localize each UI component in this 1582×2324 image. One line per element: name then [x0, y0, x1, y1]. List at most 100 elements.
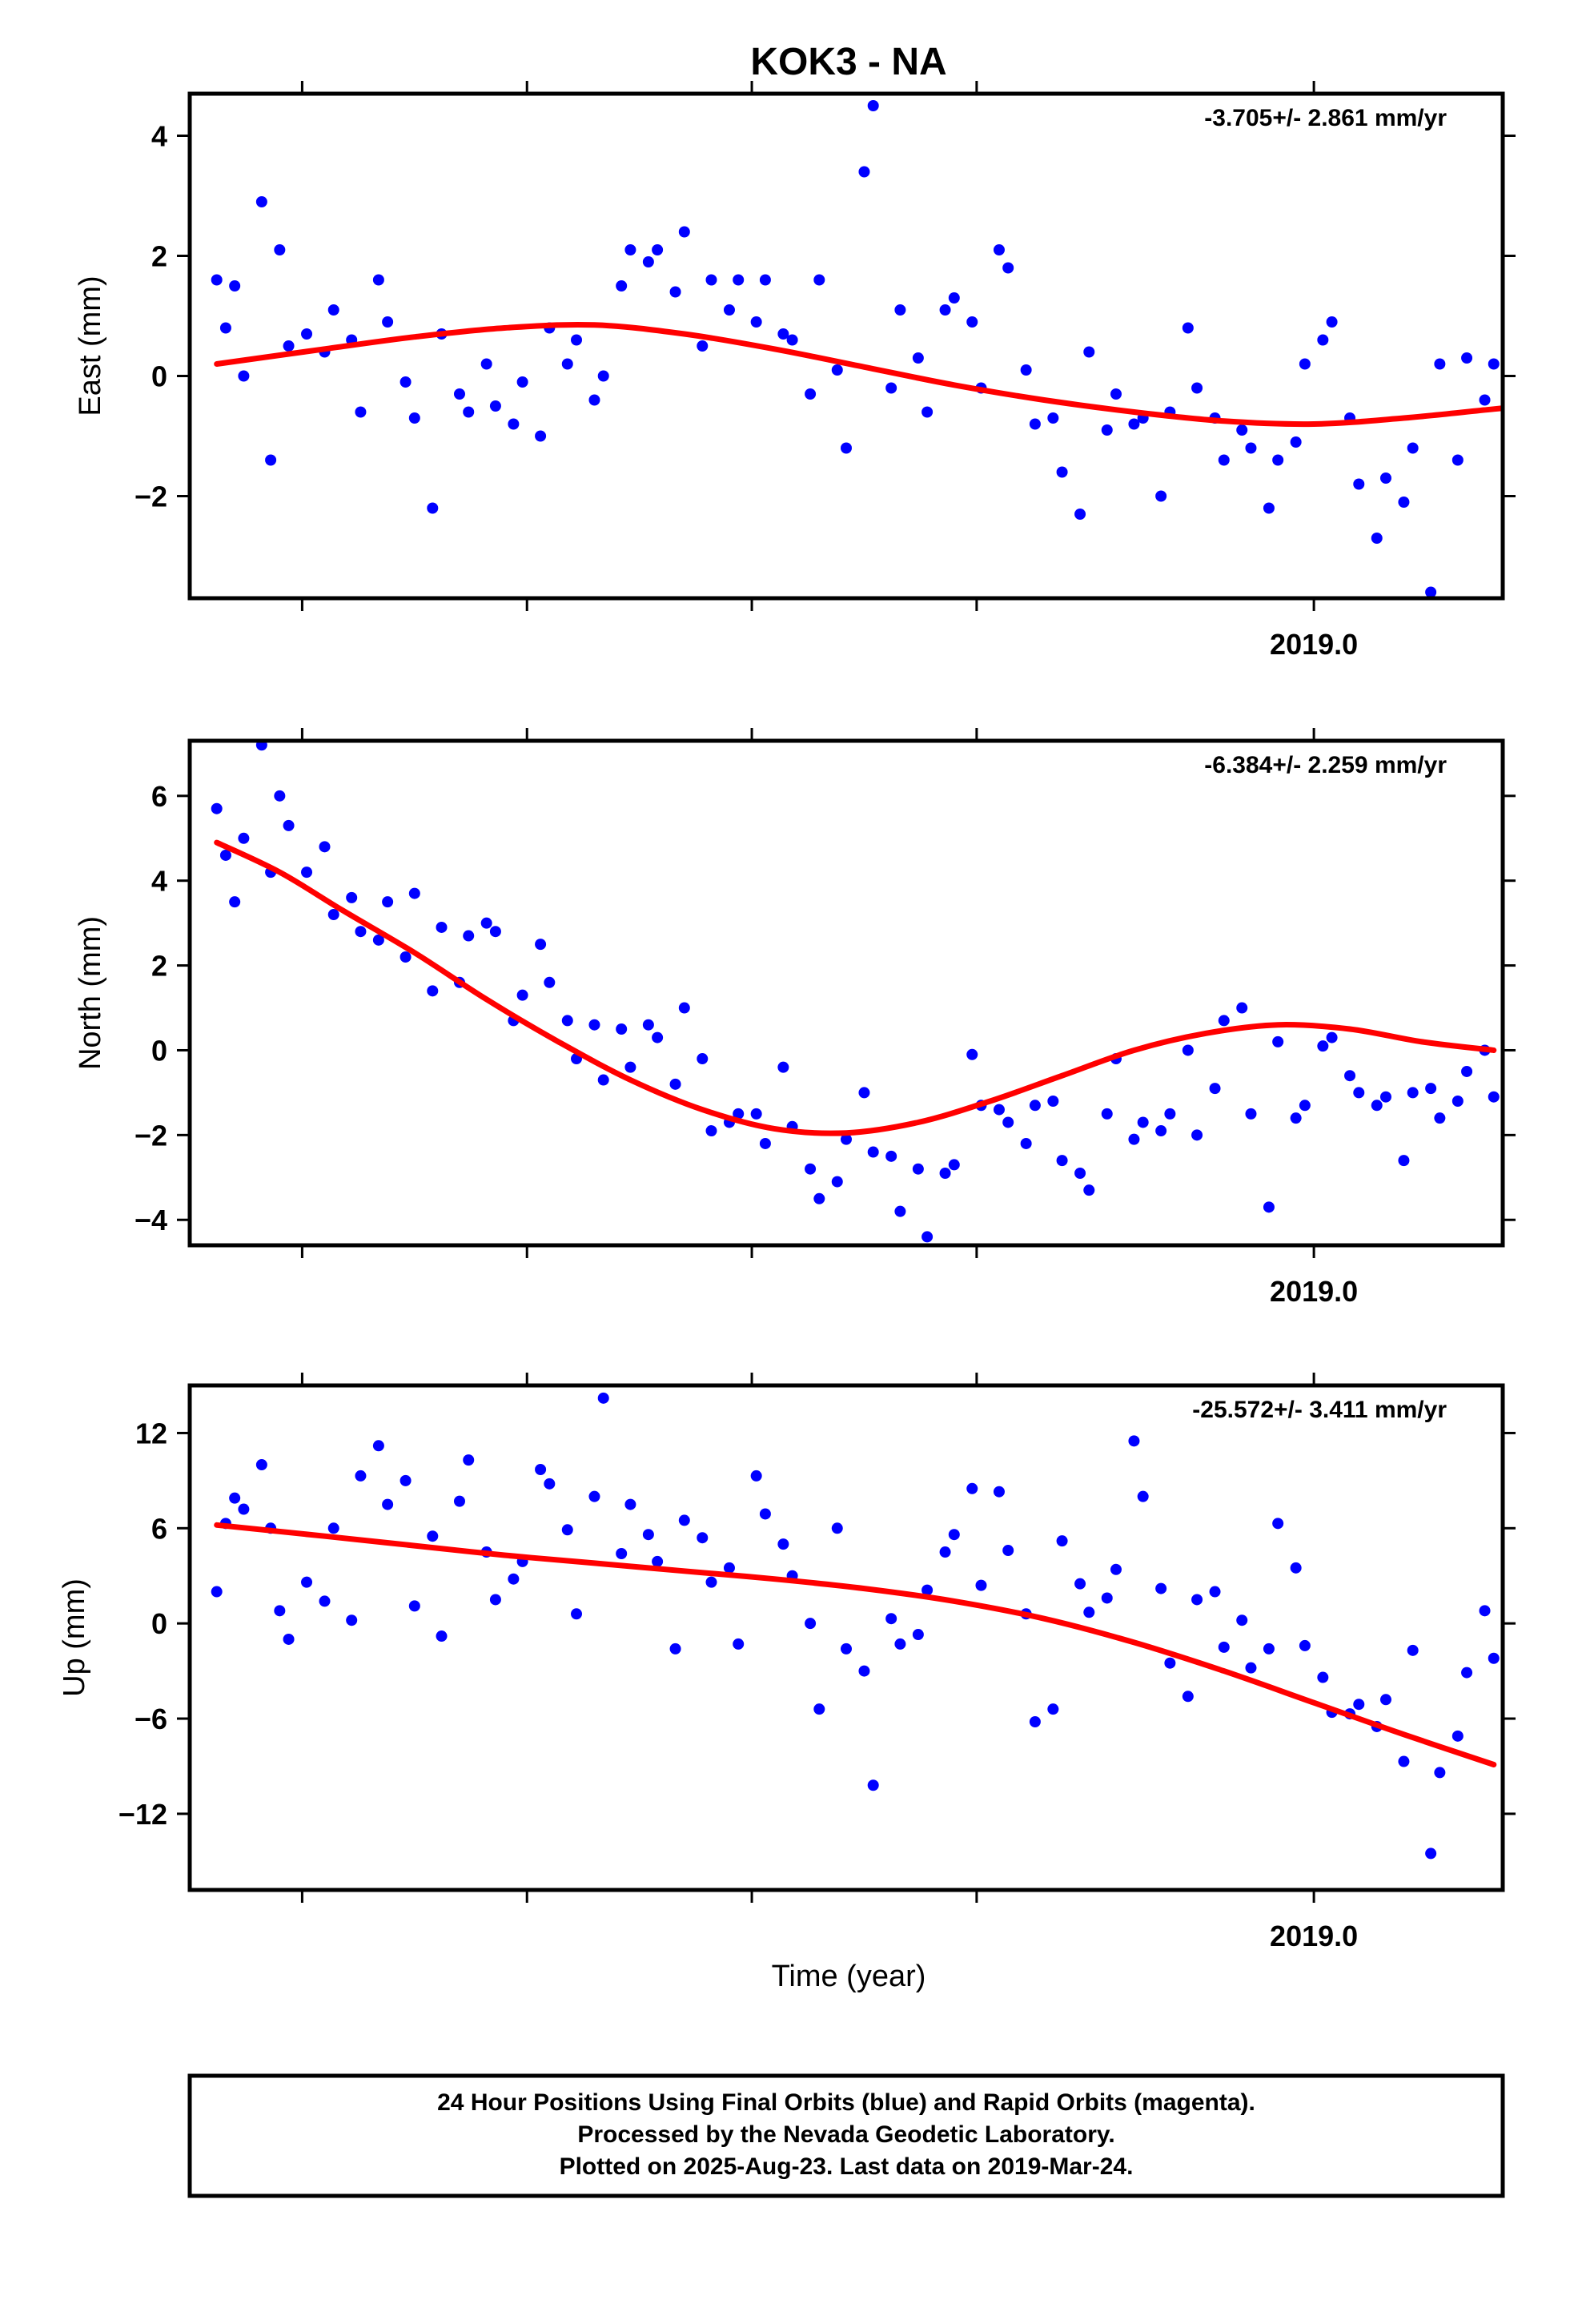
data-point	[894, 1638, 906, 1650]
data-point	[1371, 1100, 1383, 1112]
data-point	[283, 340, 295, 352]
data-point	[939, 1168, 951, 1179]
data-point	[678, 1514, 690, 1526]
data-point	[1407, 442, 1419, 454]
data-point	[1101, 1108, 1113, 1120]
data-point	[867, 1146, 879, 1158]
data-point	[1137, 1116, 1149, 1128]
data-point	[777, 1538, 789, 1550]
data-point	[939, 304, 951, 316]
data-point	[382, 316, 394, 328]
data-point	[678, 226, 690, 238]
data-point	[1398, 497, 1410, 508]
y-tick-label: −6	[135, 1703, 167, 1735]
fit-curve	[214, 839, 1497, 1136]
y-tick-label: 12	[135, 1417, 167, 1449]
data-point	[813, 1703, 825, 1715]
data-point	[1434, 1767, 1446, 1779]
data-point	[616, 1023, 628, 1035]
data-point	[1110, 388, 1122, 400]
data-point	[1236, 1614, 1248, 1626]
data-point	[1164, 1108, 1176, 1120]
data-point	[1488, 1091, 1500, 1103]
panel-east: −2 0 2 4 2019.0 -3.705+/- 2.861 mm/yr East (mm…	[74, 81, 1516, 661]
data-point	[733, 1638, 745, 1650]
data-point	[355, 1470, 367, 1482]
data-point	[805, 1163, 817, 1175]
data-point	[1272, 454, 1284, 466]
data-point	[1002, 1545, 1014, 1557]
data-point	[652, 1031, 664, 1043]
data-point	[453, 1495, 465, 1507]
data-point	[705, 274, 717, 286]
data-point	[948, 1159, 960, 1171]
data-point	[238, 832, 250, 844]
data-point	[301, 1576, 313, 1588]
data-point	[1353, 1699, 1365, 1711]
data-point	[1083, 346, 1095, 358]
data-point	[885, 1150, 897, 1162]
data-point	[1245, 442, 1257, 454]
data-point	[1128, 1435, 1140, 1447]
data-point	[723, 1562, 735, 1574]
data-point	[1029, 1716, 1041, 1727]
data-point	[624, 244, 636, 255]
data-point	[705, 1125, 717, 1137]
data-point	[597, 1392, 609, 1404]
data-point	[400, 376, 412, 388]
data-point	[948, 292, 960, 304]
data-point	[912, 352, 924, 364]
data-point	[805, 1618, 817, 1630]
data-point	[463, 406, 475, 418]
data-point	[274, 244, 286, 255]
data-point	[597, 1074, 609, 1086]
data-point	[508, 1573, 520, 1585]
data-point	[777, 328, 789, 340]
y-tick-label: 0	[151, 360, 167, 393]
y-tick-label: 4	[151, 120, 167, 153]
x-tick-label: 2019.0	[1270, 1920, 1358, 1952]
data-point	[229, 896, 241, 908]
data-point	[1479, 394, 1491, 406]
data-point	[346, 1614, 358, 1626]
data-point	[211, 274, 223, 286]
data-point	[1272, 1035, 1284, 1047]
data-point	[571, 334, 583, 346]
data-point	[642, 1529, 654, 1541]
data-point	[1488, 1652, 1500, 1664]
data-point	[1209, 1083, 1221, 1095]
y-tick-label: −4	[135, 1204, 167, 1236]
data-point	[535, 430, 547, 442]
data-point	[642, 1019, 654, 1031]
data-point	[1434, 1112, 1446, 1124]
y-axis-label: Up (mm)	[58, 1578, 91, 1697]
data-point	[1379, 472, 1391, 484]
data-point	[1074, 509, 1086, 520]
data-point	[274, 1605, 286, 1617]
data-point	[229, 280, 241, 292]
data-point	[697, 1532, 709, 1544]
data-point	[1209, 1586, 1221, 1598]
data-point	[372, 1440, 384, 1452]
data-point	[1452, 1730, 1464, 1742]
data-point	[1155, 1582, 1167, 1594]
data-point	[1191, 1129, 1203, 1141]
data-point	[427, 1530, 439, 1542]
data-point	[975, 1579, 987, 1591]
data-point	[489, 926, 501, 938]
data-point	[1191, 1594, 1203, 1606]
data-point	[1407, 1644, 1419, 1656]
data-point	[1245, 1662, 1257, 1674]
data-point	[1326, 1031, 1338, 1043]
y-tick-label: 6	[151, 780, 167, 813]
data-point	[255, 741, 267, 751]
data-point	[516, 376, 528, 388]
data-point	[382, 1498, 394, 1510]
data-point	[1164, 1657, 1176, 1669]
data-point	[993, 244, 1005, 255]
data-point	[624, 1498, 636, 1510]
data-point	[1110, 1563, 1122, 1575]
data-point	[894, 1205, 906, 1217]
footer-line-3: Plotted on 2025-Aug-23. Last data on 201…	[560, 2153, 1134, 2180]
